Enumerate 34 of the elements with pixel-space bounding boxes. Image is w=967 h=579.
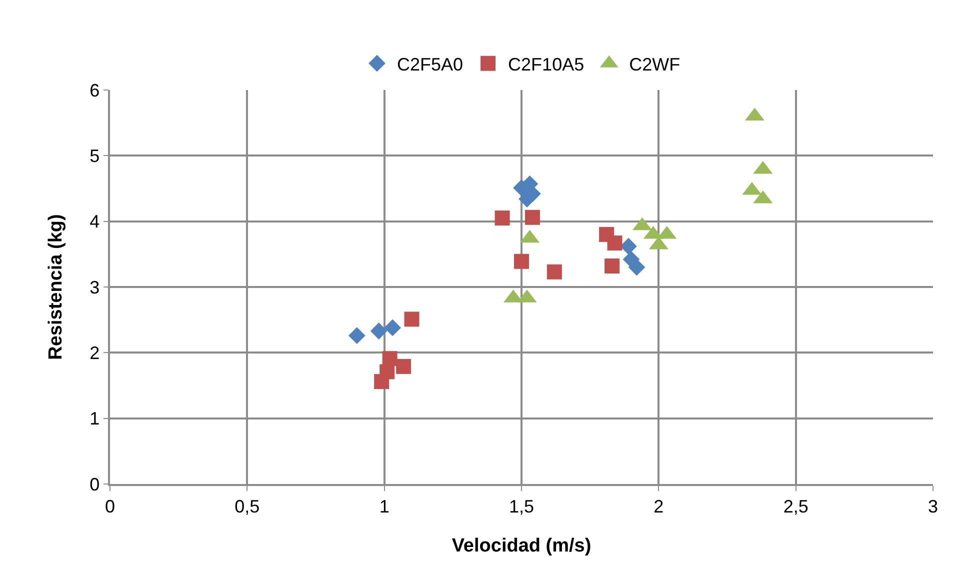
point [374, 374, 390, 390]
x-axis-title: Velocidad (m/s) [452, 536, 592, 556]
y-tick-label: 6 [90, 80, 100, 100]
x-tick-label: 0 [104, 496, 116, 516]
y-tick-label: 1 [90, 408, 100, 429]
point [604, 258, 620, 274]
point [546, 264, 562, 280]
y-axis-title: Resistencia (kg) [46, 214, 66, 360]
y-tick-label: 0 [90, 474, 100, 494]
y-tick-label: 2 [90, 342, 100, 363]
point [607, 236, 622, 250]
point [384, 319, 402, 336]
point [404, 312, 420, 327]
point [494, 210, 510, 226]
x-tick-label: 1,5 [508, 496, 534, 516]
x-tick-label: 2,5 [783, 496, 808, 516]
y-tick-label: 3 [90, 277, 100, 298]
point [396, 358, 412, 374]
y-tick-label: 4 [90, 212, 100, 232]
x-tick-label: 3 [928, 496, 938, 516]
legend-label: C2WF [629, 54, 680, 74]
y-tick-label: 5 [90, 146, 100, 166]
legend-label: C2F10A5 [508, 54, 584, 74]
point [628, 258, 646, 276]
legend-label: C2F5A0 [397, 54, 464, 74]
point [514, 254, 529, 269]
point [518, 190, 536, 208]
x-tick-label: 2 [654, 496, 664, 516]
x-tick-label: 0,5 [234, 496, 260, 516]
point [620, 238, 637, 255]
point [524, 210, 540, 225]
point [370, 322, 388, 340]
x-tick-label: 1 [379, 496, 390, 516]
point [348, 327, 366, 344]
